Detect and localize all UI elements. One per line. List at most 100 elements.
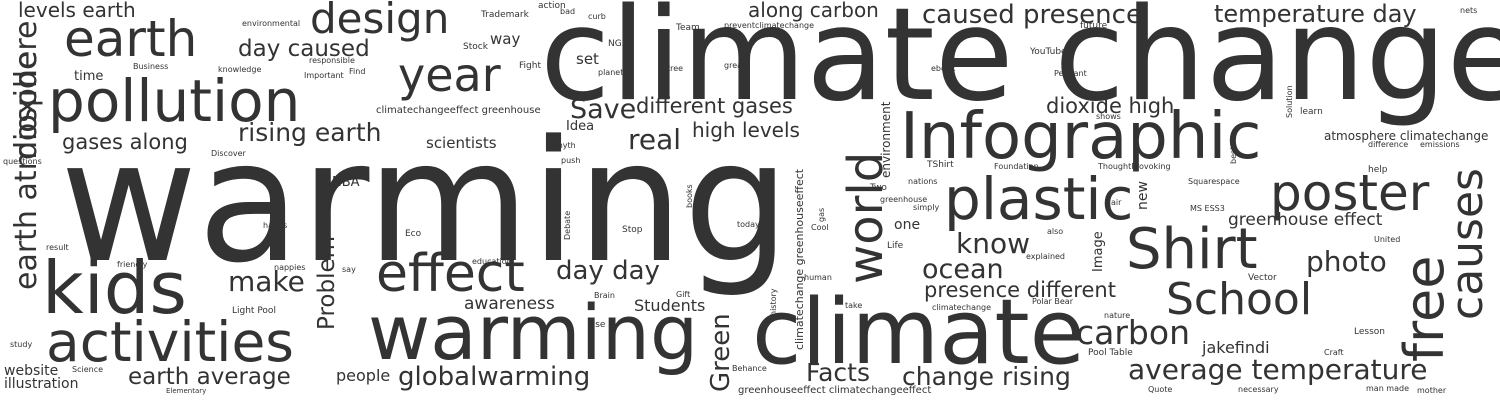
word-cool: Cool bbox=[811, 223, 829, 232]
word-also: also bbox=[1047, 227, 1064, 236]
word-climate: climate bbox=[752, 280, 1085, 385]
word-day-day: day day bbox=[556, 256, 660, 286]
word-find: Find bbox=[349, 67, 366, 76]
word-mother: mother bbox=[1417, 386, 1447, 395]
word-greenhouse-effect: greenhouse effect bbox=[1228, 210, 1383, 230]
word-quote: Quote bbox=[1148, 385, 1173, 394]
word-earth-average: earth average bbox=[128, 364, 291, 390]
word-nations: nations bbox=[908, 177, 938, 186]
word-study: study bbox=[10, 340, 33, 349]
word-simply: simply bbox=[913, 203, 940, 212]
word-nets: nets bbox=[1460, 6, 1478, 15]
word-dioxide-high: dioxide high bbox=[1046, 94, 1175, 118]
word-behance: Behance bbox=[732, 364, 767, 373]
word-elementary: Elementary bbox=[166, 387, 207, 395]
word-different-gases: different gases bbox=[636, 94, 793, 118]
word-one: one bbox=[894, 217, 921, 233]
word-vector: Vector bbox=[1248, 273, 1277, 283]
word-ebook: ebook bbox=[931, 64, 956, 73]
word-make: make bbox=[228, 265, 305, 298]
word-important: Important bbox=[304, 71, 344, 80]
word-questions: questions bbox=[3, 157, 42, 166]
word-today: today bbox=[737, 220, 760, 229]
word-solution: Solution bbox=[1285, 85, 1294, 118]
word-ms-ess3: MS ESS3 bbox=[1190, 204, 1225, 213]
word-push: push bbox=[561, 156, 581, 165]
word-year: year bbox=[398, 48, 501, 102]
word-awareness: awareness bbox=[464, 294, 555, 314]
word-set: set bbox=[576, 50, 599, 68]
word-new: new bbox=[1135, 181, 1151, 210]
word-trademark: Trademark bbox=[481, 10, 529, 20]
word-history: human bbox=[804, 273, 832, 282]
word-earth: earth bbox=[64, 10, 198, 68]
word-learn: learn bbox=[1300, 107, 1323, 117]
word-brain: Brain bbox=[594, 291, 615, 300]
word-future: future bbox=[1080, 21, 1108, 31]
word-pollution: pollution bbox=[48, 67, 301, 135]
word-point: Point bbox=[258, 205, 281, 215]
word-effect: effect bbox=[376, 244, 525, 304]
word-foundation: Foundation bbox=[994, 162, 1039, 171]
word-know: know bbox=[956, 227, 1030, 260]
word-presence-different: presence different bbox=[924, 278, 1116, 302]
word-climate-change: climate change bbox=[540, 0, 1500, 130]
word-climatechange-greenhouseeffect: climatechange greenhouseeffect bbox=[793, 168, 806, 350]
word-necessary: necessary bbox=[1238, 385, 1279, 394]
word-bad: bad bbox=[560, 7, 576, 16]
word-team: Team bbox=[676, 23, 700, 33]
word-air: air bbox=[1111, 198, 1122, 207]
word-real: real bbox=[628, 123, 682, 156]
word-illustration: illustration bbox=[4, 376, 79, 392]
word-knowledge: knowledge bbox=[218, 65, 262, 74]
word-tshirt: TShirt bbox=[927, 160, 954, 170]
word-great: great bbox=[724, 61, 746, 70]
word-tree: tree bbox=[667, 64, 684, 73]
word-preventclimatechange: preventclimatechange bbox=[724, 21, 815, 30]
word-design: design bbox=[310, 0, 450, 43]
word-high-levels: high levels bbox=[692, 118, 800, 142]
word-causes: School bbox=[1166, 274, 1313, 325]
word-idea: Idea bbox=[566, 119, 595, 134]
word-man-made: man made bbox=[1366, 384, 1410, 393]
word-pendant: Pendant bbox=[1054, 69, 1087, 78]
word-squarespace: Squarespace bbox=[1188, 177, 1240, 186]
word-infographic: Infographic bbox=[900, 100, 1262, 174]
word-image: Image bbox=[1091, 231, 1106, 272]
word-globalwarming: globalwarming bbox=[398, 362, 591, 392]
word-friendly: friendly bbox=[117, 260, 148, 269]
word-books: books bbox=[685, 184, 694, 208]
word-gases-along: gases along bbox=[62, 130, 188, 154]
word-plastic: plastic bbox=[944, 165, 1134, 233]
word-two: Two bbox=[870, 183, 887, 193]
word-photo: photo bbox=[1306, 245, 1387, 278]
word-ngss: NGSS bbox=[608, 39, 634, 49]
word-youtube: YouTube bbox=[1030, 47, 1067, 57]
word-students: Students bbox=[634, 296, 706, 315]
word-result: result bbox=[46, 243, 69, 252]
word-change-rising: change rising bbox=[902, 362, 1071, 391]
word-gas: gas bbox=[817, 207, 826, 222]
word-take: take bbox=[845, 301, 863, 310]
word-greenhouse: greenhouse bbox=[880, 195, 928, 204]
word-save: Save bbox=[570, 94, 637, 125]
word-curb: curb bbox=[588, 12, 606, 21]
word-rise: rise bbox=[589, 320, 606, 330]
word-lesson: Lesson bbox=[1354, 327, 1385, 337]
word-planet: planet bbox=[598, 68, 624, 77]
word-environment: environment bbox=[879, 101, 893, 178]
word-green: Green bbox=[706, 313, 736, 392]
word-activities: activities bbox=[46, 310, 294, 374]
word-time: time bbox=[74, 69, 104, 84]
word-shirt: Shirt bbox=[1126, 217, 1258, 282]
word-greenhouseeffect-climatechangeeffect: greenhouseeffect climatechangeeffect bbox=[738, 385, 932, 396]
word-education: education bbox=[472, 257, 512, 266]
word-levels-earth: levels earth bbox=[18, 0, 136, 22]
word-facts: Facts bbox=[806, 358, 870, 387]
word-myth: myth bbox=[555, 141, 576, 150]
word-debate: Debate bbox=[563, 210, 572, 240]
word-caused-presence: caused presence bbox=[922, 0, 1142, 30]
word-gift: Gift bbox=[676, 290, 691, 299]
word-polar-bear: Polar Bear bbox=[1032, 297, 1073, 306]
word-school: causes bbox=[1442, 168, 1493, 320]
